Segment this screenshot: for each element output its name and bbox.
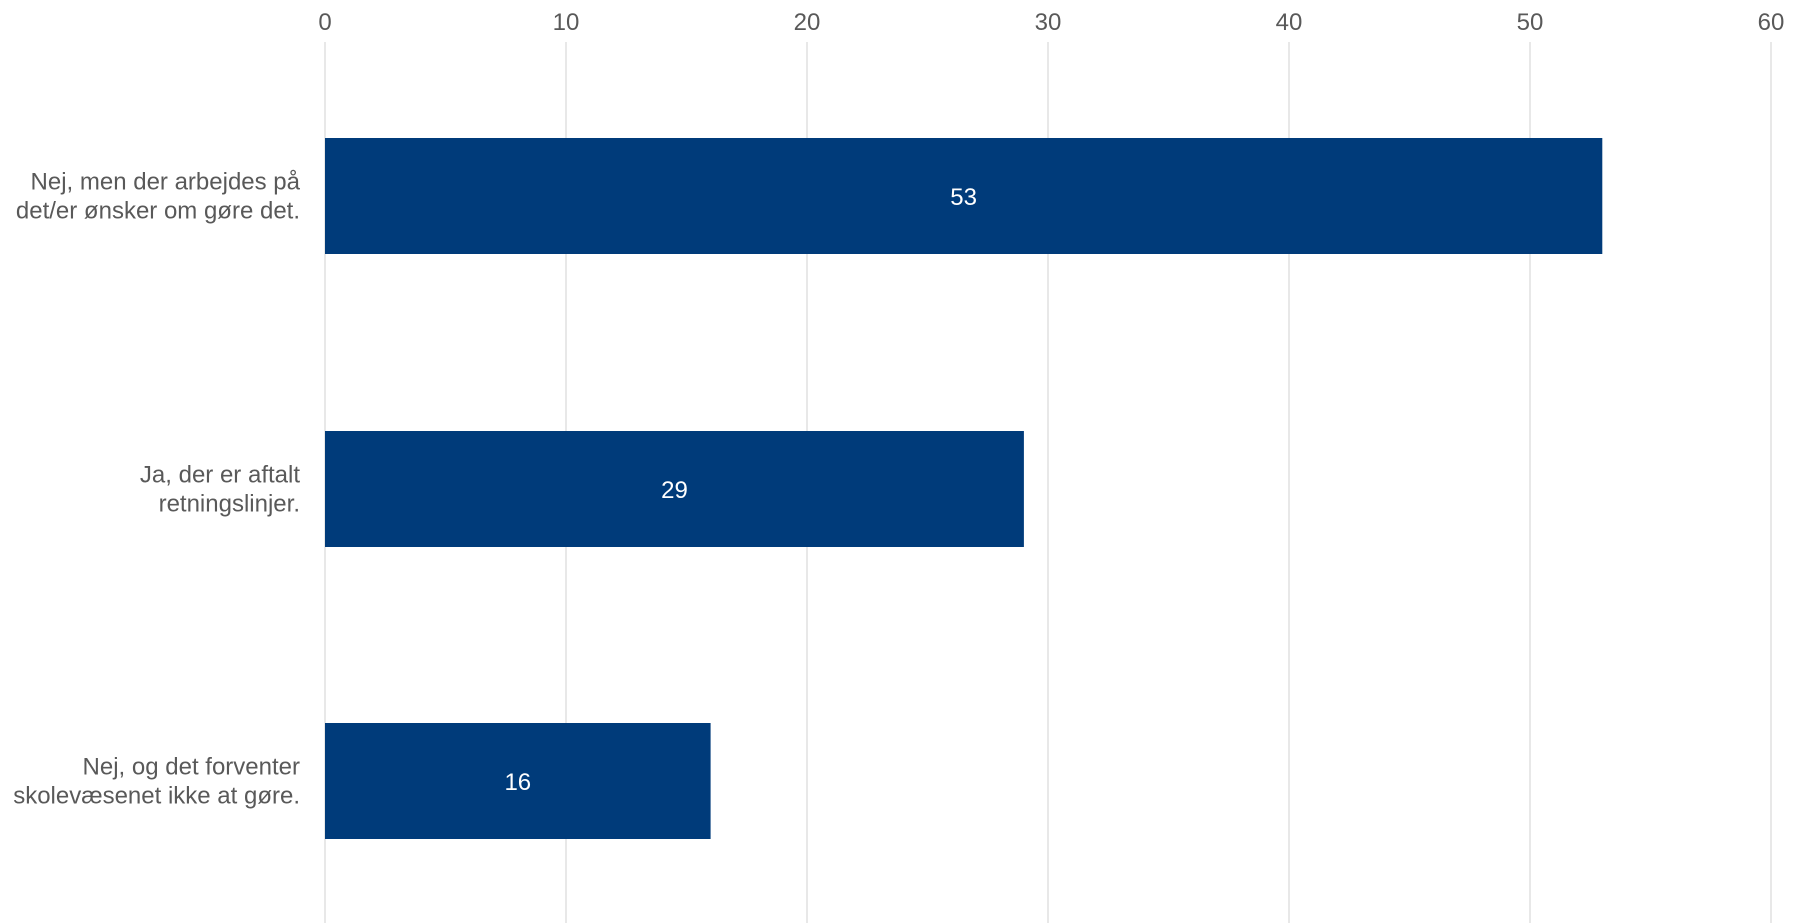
x-tick-label: 0 [318,9,331,36]
bar [325,723,711,839]
bars: 53 29 16 [325,138,1603,839]
category-label: Nej, og det forventer [83,754,300,781]
category-label: det/er ønsker om gøre det. [16,198,300,225]
x-tick-label: 50 [1517,9,1544,36]
bar [325,138,1603,254]
x-axis-ticks: 0 10 20 30 40 50 60 [318,9,1784,36]
bar [325,431,1024,547]
bar-data-label: 29 [661,477,688,504]
x-tick-label: 60 [1758,9,1785,36]
bar-data-label: 16 [504,769,531,796]
category-label: skolevæsenet ikke at gøre. [13,783,300,810]
bar-data-label: 53 [950,184,977,211]
x-tick-label: 10 [553,9,580,36]
category-label: Ja, der er aftalt [140,462,300,489]
category-label: Nej, men der arbejdes på [31,169,301,196]
x-tick-label: 30 [1035,9,1062,36]
category-label: retningslinjer. [159,491,300,518]
x-tick-label: 40 [1276,9,1303,36]
x-tick-label: 20 [794,9,821,36]
